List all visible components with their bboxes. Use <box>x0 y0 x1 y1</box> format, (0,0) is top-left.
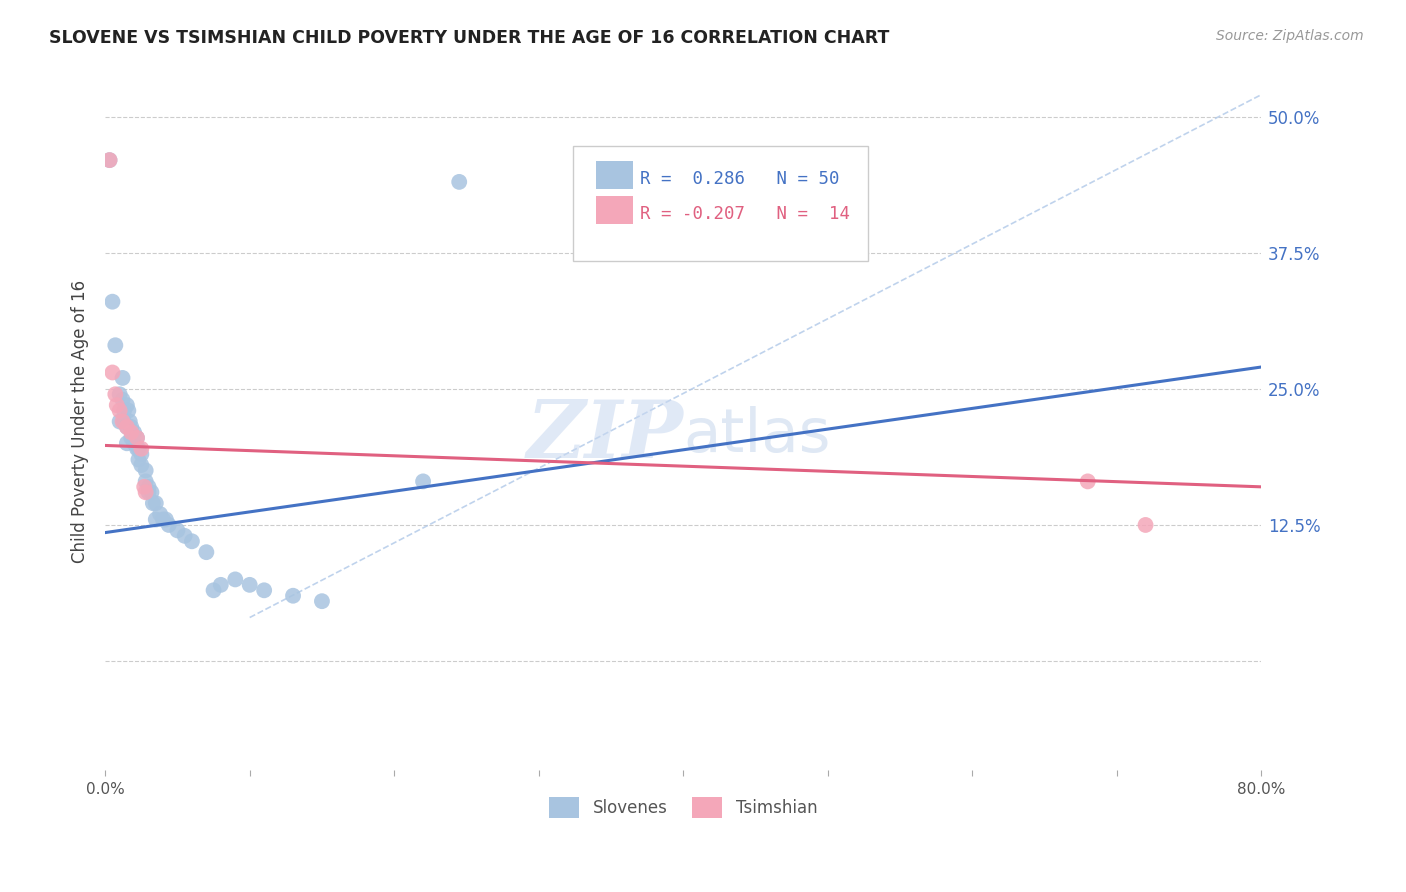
Point <box>131 442 153 456</box>
Text: atlas: atlas <box>683 406 831 465</box>
Text: R =  0.286   N = 50: R = 0.286 N = 50 <box>640 170 839 188</box>
Point <box>127 452 149 467</box>
Point <box>135 485 157 500</box>
Point <box>104 387 127 401</box>
Point <box>155 512 177 526</box>
Point <box>98 153 121 167</box>
Point <box>239 578 262 592</box>
Point <box>281 589 304 603</box>
Point <box>115 398 138 412</box>
Point <box>138 480 160 494</box>
Point <box>209 578 232 592</box>
Point <box>111 415 134 429</box>
Point <box>101 366 124 380</box>
Point <box>125 431 148 445</box>
Point <box>412 475 434 489</box>
Point <box>131 447 153 461</box>
Point <box>127 442 149 456</box>
Point <box>142 496 165 510</box>
Y-axis label: Child Poverty Under the Age of 16: Child Poverty Under the Age of 16 <box>72 280 89 563</box>
Point <box>253 583 276 598</box>
Point <box>1077 475 1099 489</box>
Point <box>173 529 195 543</box>
Point <box>120 425 142 440</box>
Point <box>1135 518 1157 533</box>
Point <box>108 387 131 401</box>
Point <box>141 485 163 500</box>
Point <box>149 507 172 521</box>
Point <box>224 573 246 587</box>
Point <box>115 420 138 434</box>
Text: Source: ZipAtlas.com: Source: ZipAtlas.com <box>1216 29 1364 43</box>
FancyBboxPatch shape <box>574 146 868 261</box>
Text: SLOVENE VS TSIMSHIAN CHILD POVERTY UNDER THE AGE OF 16 CORRELATION CHART: SLOVENE VS TSIMSHIAN CHILD POVERTY UNDER… <box>49 29 890 46</box>
Point <box>311 594 333 608</box>
Point <box>145 496 167 510</box>
Point <box>125 442 148 456</box>
Point <box>138 485 160 500</box>
Point <box>152 512 174 526</box>
Legend: Slovenes, Tsimshian: Slovenes, Tsimshian <box>543 790 824 824</box>
FancyBboxPatch shape <box>596 161 634 189</box>
Point <box>101 294 124 309</box>
Point <box>131 458 153 472</box>
Point <box>104 338 127 352</box>
Point <box>118 415 141 429</box>
Point <box>202 583 225 598</box>
Point <box>166 524 188 538</box>
Point <box>115 436 138 450</box>
Text: ZIP: ZIP <box>526 397 683 475</box>
Point <box>105 398 128 412</box>
FancyBboxPatch shape <box>596 196 634 224</box>
Point <box>98 153 121 167</box>
Point <box>115 420 138 434</box>
Point <box>111 371 134 385</box>
Point <box>122 425 145 440</box>
Point <box>125 431 148 445</box>
Point <box>108 415 131 429</box>
Point <box>134 480 156 494</box>
Text: R = -0.207   N =  14: R = -0.207 N = 14 <box>640 205 851 223</box>
Point <box>112 403 135 417</box>
Point <box>111 392 134 407</box>
Point <box>157 518 180 533</box>
Point <box>585 245 607 260</box>
Point <box>108 403 131 417</box>
Point <box>120 420 142 434</box>
Point <box>449 175 471 189</box>
Point <box>112 415 135 429</box>
Point <box>120 431 142 445</box>
Point <box>122 436 145 450</box>
Point <box>135 475 157 489</box>
Point <box>180 534 202 549</box>
Point <box>195 545 218 559</box>
Point <box>135 463 157 477</box>
Point <box>117 403 139 417</box>
Point <box>145 512 167 526</box>
